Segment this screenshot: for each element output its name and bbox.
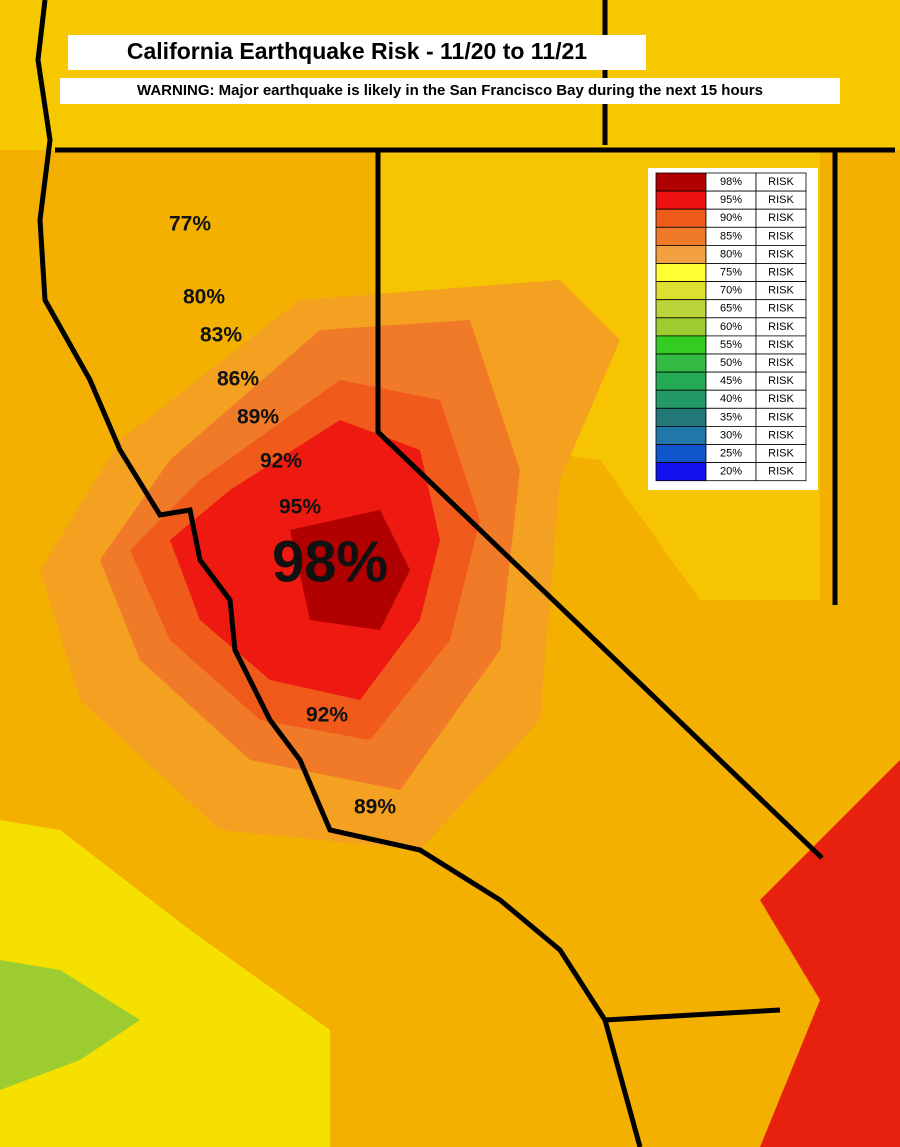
legend-swatch [655,353,707,373]
yellow-zone [0,820,330,1147]
legend-text: RISK [768,375,794,387]
legend-label: 70% [720,285,742,297]
legend-label: 98% [720,176,742,188]
risk-98 [290,510,410,630]
legend-swatch [655,281,707,301]
legend-label: 95% [720,194,742,206]
legend-label: 35% [720,411,742,423]
legend: 98% RISK 95% RISK 90% RISK 85% RISK 80% RISK 75% RI… [655,172,807,482]
legend-cell [755,462,807,482]
legend-text: RISK [768,429,794,441]
legend-text: RISK [768,466,794,478]
legend-label: 85% [720,230,742,242]
map-label: 80% [183,286,225,309]
legend-swatch [655,299,707,319]
legend-label: 20% [720,466,742,478]
legend-swatch [655,462,707,482]
map-label: 89% [354,796,396,819]
legend-text: RISK [768,393,794,405]
map-label: 89% [237,406,279,429]
legend-label: 75% [720,266,742,278]
north-zone [0,0,900,150]
borders [35,0,895,1147]
legend-swatch [655,425,707,445]
legend-swatch [655,208,707,228]
title-box [68,35,646,70]
legend-label: 80% [720,248,742,260]
legend-swatch [655,190,707,210]
legend-swatch [655,226,707,246]
legend-text: RISK [768,248,794,260]
legend-swatch [655,172,707,192]
warning-box [60,78,840,104]
legend-label: 40% [720,393,742,405]
legend-swatch [655,317,707,337]
map-label: 92% [260,450,302,473]
map-label: 86% [217,368,259,391]
legend-text: RISK [768,285,794,297]
title: California Earthquake Risk - 11/20 to 11… [127,38,587,64]
legend-label: 55% [720,339,742,351]
legend-swatch [655,407,707,427]
green-zone [0,960,140,1090]
legend-label: 25% [720,447,742,459]
legend-swatch [655,444,707,464]
warning: WARNING: Major earthquake is likely in t… [137,82,763,99]
legend-label: 50% [720,357,742,369]
legend-text: RISK [768,357,794,369]
legend-text: RISK [768,339,794,351]
legend-label: 45% [720,375,742,387]
legend-text: RISK [768,447,794,459]
legend-label: 90% [720,212,742,224]
map-label: 83% [200,324,242,347]
map-label: 92% [306,704,348,727]
legend-text: RISK [768,230,794,242]
legend-text: RISK [768,321,794,333]
legend-text: RISK [768,266,794,278]
legend-swatch [655,335,707,355]
map-label-main: 98% [272,529,388,594]
map-label: 77% [169,213,211,236]
legend-swatch [655,371,707,391]
legend-text: RISK [768,176,794,188]
southeast-zone [760,760,900,1147]
legend-label: 65% [720,303,742,315]
map-label: 95% [279,496,321,519]
legend-text: RISK [768,194,794,206]
legend-text: RISK [768,212,794,224]
legend-label: 30% [720,429,742,441]
legend-swatch [655,244,707,264]
legend-swatch [655,263,707,283]
legend-text: RISK [768,303,794,315]
legend-label: 60% [720,321,742,333]
legend-swatch [655,389,707,409]
legend-text: RISK [768,411,794,423]
